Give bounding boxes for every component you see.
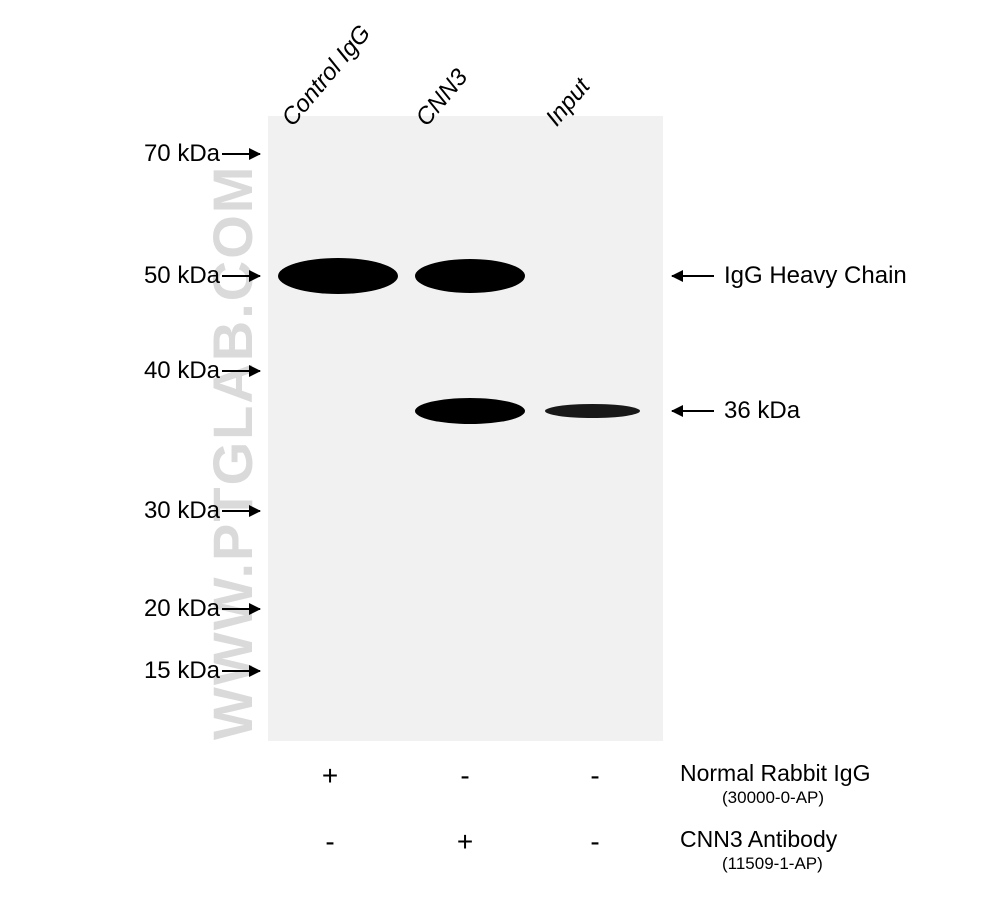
band-lane1-igg [415,259,525,293]
mw-label-30: 30 kDa [130,497,220,525]
mw-arrow-30 [222,510,260,512]
mw-arrow-70 [222,153,260,155]
band-lane2-target [545,404,640,418]
watermark-text: WWW.PTGLAB.COM [200,165,265,740]
cond-1-lane-0: - [315,826,345,858]
mw-label-50: 50 kDa [130,262,220,290]
cond-0-label: Normal Rabbit IgG [680,760,870,787]
band-lane0-igg [278,258,398,294]
mw-label-40: 40 kDa [130,357,220,385]
band-lane1-target [415,398,525,424]
mw-arrow-15 [222,670,260,672]
mw-label-70: 70 kDa [130,140,220,168]
mw-arrow-20 [222,608,260,610]
cond-1-lane-2: - [580,826,610,858]
cond-1-sublabel: (11509-1-AP) [722,854,823,874]
mw-label-15: 15 kDa [130,657,220,685]
cond-1-lane-1: + [450,826,480,858]
mw-label-20: 20 kDa [130,595,220,623]
annotation-label-igg: IgG Heavy Chain [724,262,907,290]
annotation-label-36: 36 kDa [724,397,800,425]
annotation-arrow-igg [672,275,714,277]
mw-arrow-40 [222,370,260,372]
mw-arrow-50 [222,275,260,277]
cond-1-label: CNN3 Antibody [680,826,837,853]
blot-figure: WWW.PTGLAB.COM Control IgG CNN3 Input 70… [0,0,1000,903]
cond-0-lane-0: + [315,760,345,792]
cond-0-lane-1: - [450,760,480,792]
annotation-arrow-36 [672,410,714,412]
cond-0-lane-2: - [580,760,610,792]
blot-membrane [268,116,663,741]
cond-0-sublabel: (30000-0-AP) [722,788,824,808]
